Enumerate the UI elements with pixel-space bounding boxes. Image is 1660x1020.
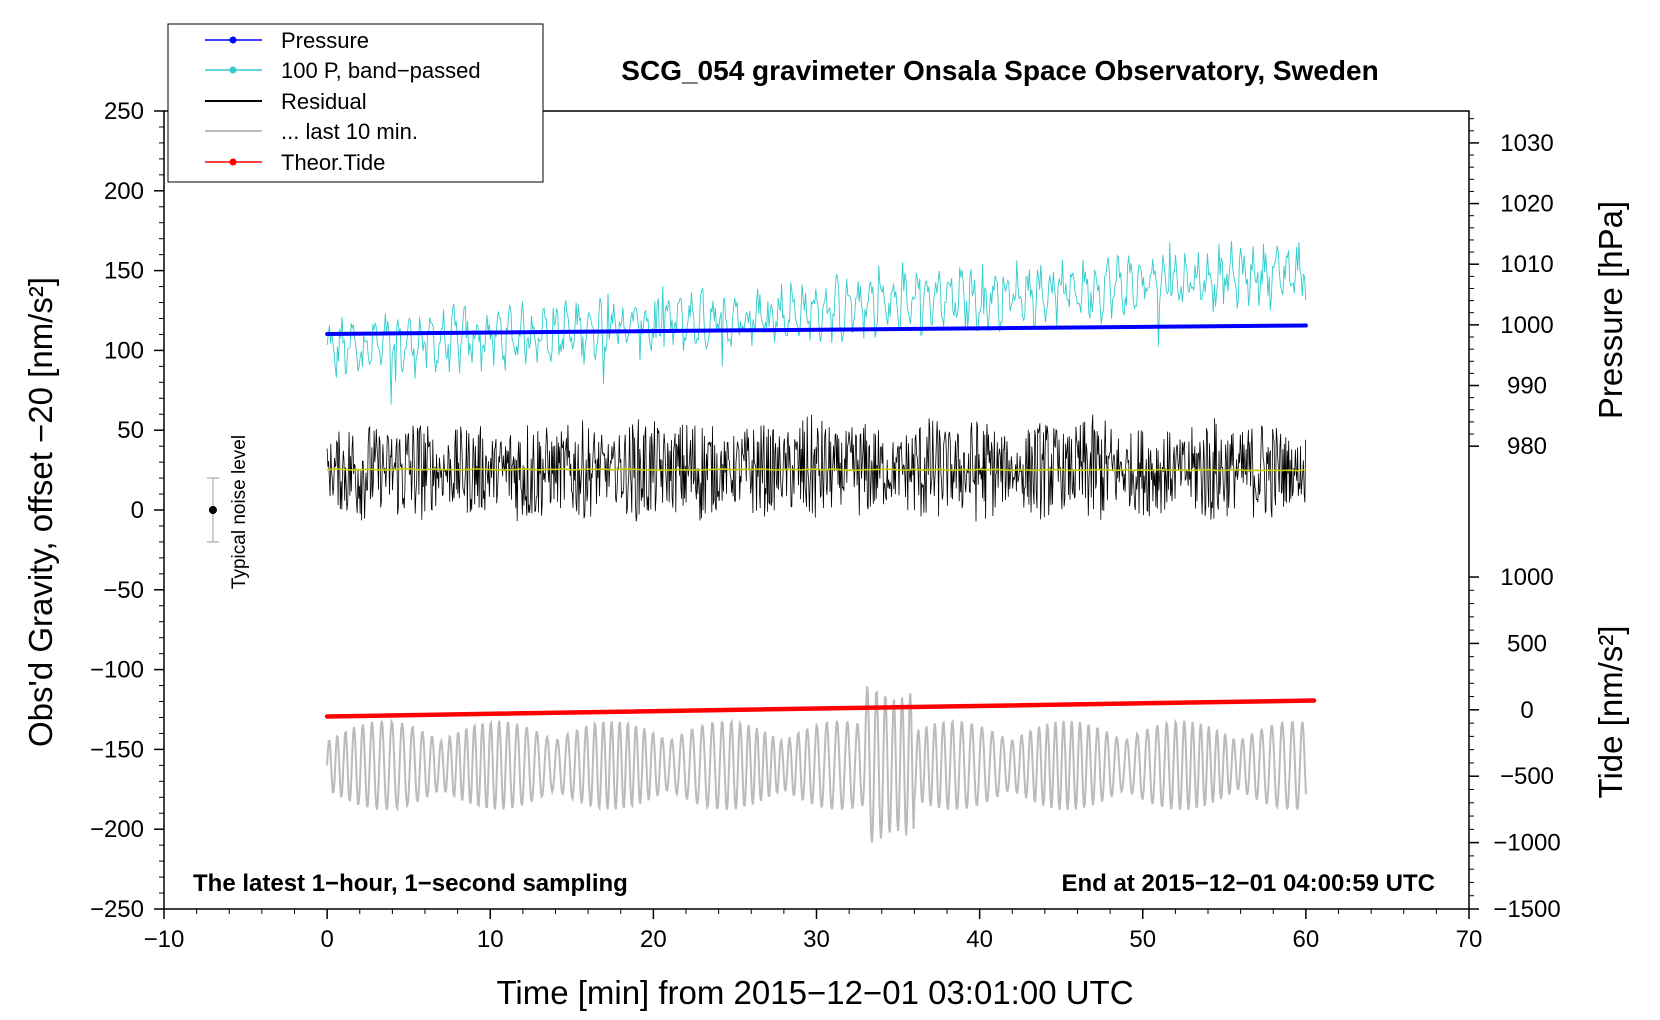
tide-tick-label: 500	[1507, 630, 1547, 657]
series-last-10-min	[326, 686, 1307, 843]
legend: Pressure 100 P, band−passed Residual ...…	[167, 23, 544, 183]
y-axis-label-pressure: Pressure [hPa]	[1592, 201, 1629, 419]
pressure-tick-label: 980	[1507, 433, 1547, 460]
x-tick-label: 10	[477, 926, 504, 953]
x-tick-label: 70	[1456, 926, 1483, 953]
x-tick-label: −10	[144, 926, 185, 953]
legend-marker-pressure	[229, 36, 237, 44]
annotation-end-time: End at 2015−12−01 04:00:59 UTC	[1061, 870, 1435, 897]
y-left-tick-label: −50	[103, 577, 144, 604]
y-left-tick-label: −150	[90, 736, 144, 763]
y-left-tick-label: −250	[90, 896, 144, 923]
tide-tick-label: −1000	[1493, 830, 1560, 857]
legend-label-tide: Theor.Tide	[281, 150, 385, 175]
pressure-tick-label: 990	[1507, 373, 1547, 400]
tide-tick-label: −1500	[1493, 896, 1560, 923]
legend-label-residual: Residual	[281, 89, 367, 114]
y-left-tick-label: −200	[90, 816, 144, 843]
chart-title: SCG_054 gravimeter Onsala Space Observat…	[621, 55, 1378, 86]
legend-label-bandpassed: 100 P, band−passed	[281, 58, 481, 83]
y-left-tick-label: 100	[104, 337, 144, 364]
x-tick-label: 0	[320, 926, 333, 953]
series-residual	[326, 414, 1306, 522]
legend-label-pressure: Pressure	[281, 28, 369, 53]
x-tick-label: 40	[966, 926, 993, 953]
ticks-layer: −10 0 10 20 30 40 50 60 70250200150100500−50−100…	[90, 98, 1561, 953]
x-tick-label: 30	[803, 926, 830, 953]
y-left-tick-label: 150	[104, 258, 144, 285]
series-layer	[206, 240, 1317, 843]
tide-tick-label: 1000	[1500, 564, 1553, 591]
x-tick-label: 60	[1293, 926, 1320, 953]
noise-level-label: Typical noise level	[229, 435, 250, 589]
series-bandpassed-pressure	[326, 240, 1307, 405]
y-left-tick-label: −100	[90, 657, 144, 684]
pressure-tick-label: 1000	[1500, 312, 1553, 339]
x-axis-label: Time [min] from 2015−12−01 03:01:00 UTC	[496, 974, 1133, 1011]
annotation-sampling: The latest 1−hour, 1−second sampling	[193, 870, 628, 897]
series-theoretical-tide	[324, 698, 1317, 719]
noise-marker-point	[208, 506, 217, 514]
series-pressure	[325, 323, 1308, 336]
pressure-tick-label: 1010	[1500, 251, 1553, 278]
y-left-tick-label: 200	[104, 178, 144, 205]
tide-tick-label: 0	[1520, 697, 1533, 724]
legend-marker-tide	[229, 158, 237, 166]
y-axis-label-left: Obs'd Gravity, offset −20 [nm/s²]	[22, 277, 59, 747]
series-residual-mean	[326, 467, 1307, 472]
y-axis-label-tide: Tide [nm/s²]	[1592, 626, 1629, 799]
legend-marker-bandpassed	[229, 66, 237, 74]
tide-tick-label: −500	[1500, 763, 1554, 790]
legend-box	[167, 23, 544, 183]
y-left-tick-label: 50	[117, 417, 144, 444]
legend-label-last10: ... last 10 min.	[281, 119, 418, 144]
pressure-tick-label: 1030	[1500, 130, 1553, 157]
pressure-tick-label: 1020	[1500, 191, 1553, 218]
x-tick-label: 50	[1129, 926, 1156, 953]
y-left-tick-label: 250	[104, 98, 144, 125]
y-left-tick-label: 0	[131, 497, 144, 524]
x-tick-label: 20	[640, 926, 667, 953]
